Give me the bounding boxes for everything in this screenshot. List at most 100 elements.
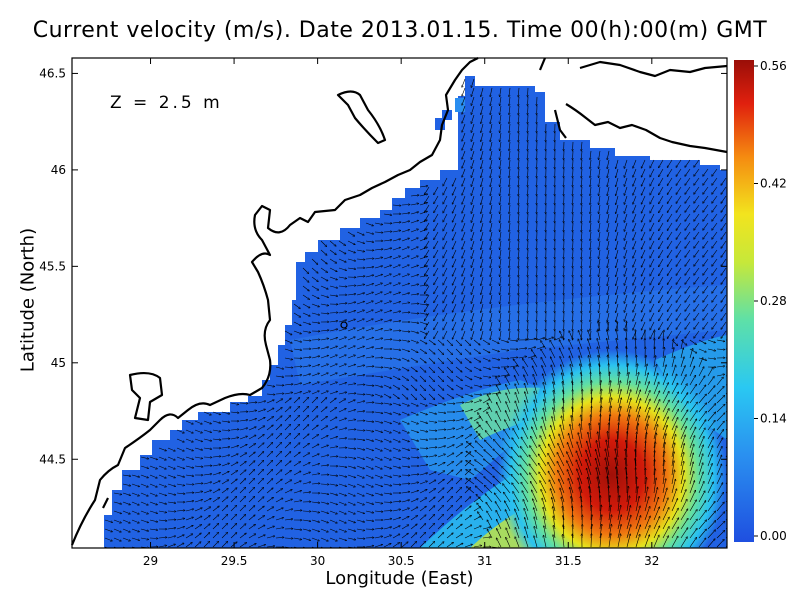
velocity-arrow	[590, 231, 591, 241]
velocity-arrow	[490, 159, 493, 169]
velocity-arrow	[641, 204, 646, 213]
velocity-arrow	[374, 257, 383, 260]
figure-title: Current velocity (m/s). Date 2013.01.15.…	[32, 18, 768, 43]
velocity-arrow	[500, 231, 502, 241]
velocity-arrow	[443, 231, 448, 240]
velocity-arrow	[676, 231, 682, 240]
velocity-arrow	[443, 177, 448, 186]
y-tick-label: 45.5	[39, 259, 66, 273]
velocity-arrow	[685, 159, 691, 167]
velocity-arrow	[712, 204, 718, 212]
velocity-arrow	[599, 267, 601, 277]
velocity-arrow	[721, 213, 727, 221]
velocity-arrow	[667, 177, 673, 186]
velocity-arrow	[452, 222, 457, 231]
velocity-arrow	[721, 231, 727, 239]
velocity-arrow	[401, 238, 410, 242]
velocity-arrow	[419, 266, 428, 269]
velocity-arrow	[712, 258, 718, 266]
velocity-arrow	[624, 258, 628, 268]
velocity-arrow	[528, 132, 529, 142]
velocity-arrow	[424, 249, 430, 258]
velocity-arrow	[329, 240, 336, 246]
velocity-arrow	[667, 168, 673, 177]
velocity-arrow	[329, 267, 337, 272]
velocity-arrow	[676, 240, 682, 249]
velocity-arrow	[452, 177, 457, 186]
velocity-arrow	[443, 204, 448, 213]
velocity-arrow	[685, 231, 691, 239]
velocity-arrow	[528, 195, 529, 205]
velocity-arrow	[518, 240, 519, 250]
velocity-arrow	[518, 186, 519, 196]
velocity-arrow	[607, 231, 610, 241]
velocity-arrow	[383, 265, 392, 269]
velocity-arrow	[659, 195, 664, 204]
velocity-arrow	[452, 267, 457, 276]
velocity-arrow	[599, 168, 601, 178]
velocity-arrow	[641, 258, 646, 267]
velocity-arrow	[509, 87, 510, 97]
velocity-arrow	[481, 213, 484, 223]
velocity-arrow	[338, 258, 346, 262]
velocity-arrow	[365, 267, 374, 268]
velocity-arrow	[667, 213, 673, 222]
velocity-arrow	[581, 249, 582, 259]
velocity-arrow	[410, 212, 419, 215]
velocity-arrow	[490, 222, 493, 232]
velocity-arrow	[338, 240, 346, 246]
velocity-arrow	[419, 194, 428, 197]
velocity-arrow	[462, 177, 466, 186]
velocity-arrow	[424, 204, 430, 213]
velocity-arrow	[490, 231, 493, 241]
velocity-arrow	[471, 177, 475, 187]
velocity-arrow	[694, 159, 700, 167]
velocity-arrow	[509, 204, 510, 214]
velocity-arrow	[347, 231, 355, 236]
velocity-arrow	[302, 267, 309, 274]
velocity-arrow	[311, 276, 318, 282]
velocity-arrow	[471, 240, 475, 250]
velocity-arrow	[500, 141, 502, 151]
velocity-arrow	[590, 267, 591, 277]
velocity-arrow	[659, 213, 664, 222]
velocity-arrow	[633, 267, 637, 276]
velocity-arrow	[452, 249, 457, 258]
velocity-arrow	[490, 105, 493, 115]
velocity-arrow	[676, 213, 682, 222]
velocity-arrow	[424, 267, 430, 276]
velocity-arrow	[462, 123, 466, 132]
velocity-arrow	[500, 87, 502, 97]
velocity-arrow	[641, 240, 646, 249]
velocity-arrow	[528, 267, 529, 277]
velocity-arrow	[650, 222, 655, 231]
velocity-arrow	[616, 177, 619, 187]
velocity-arrow	[624, 231, 628, 241]
velocity-arrow	[599, 177, 601, 187]
velocity-arrow	[434, 222, 439, 231]
velocity-arrow	[573, 141, 574, 151]
velocity-arrow	[590, 177, 591, 187]
velocity-arrow	[452, 231, 457, 240]
velocity-arrow	[365, 241, 374, 242]
velocity-arrow	[599, 240, 601, 250]
velocity-arrow	[667, 240, 673, 249]
velocity-arrow	[471, 87, 475, 97]
velocity-arrow	[659, 159, 664, 168]
velocity-arrow	[383, 214, 392, 215]
velocity-arrow	[694, 177, 700, 185]
velocity-arrow	[518, 96, 519, 106]
velocity-arrow	[509, 141, 510, 151]
velocity-arrow	[500, 96, 502, 106]
velocity-arrow	[365, 231, 374, 234]
velocity-arrow	[528, 114, 529, 124]
velocity-arrow	[434, 276, 439, 285]
velocity-arrow	[500, 249, 502, 259]
velocity-arrow	[320, 276, 328, 281]
velocity-arrow	[481, 195, 484, 205]
velocity-arrow	[490, 114, 493, 124]
velocity-arrow	[471, 150, 475, 160]
velocity-arrow	[356, 231, 364, 235]
velocity-arrow	[712, 240, 718, 248]
x-tick-label: 31.5	[555, 554, 582, 568]
